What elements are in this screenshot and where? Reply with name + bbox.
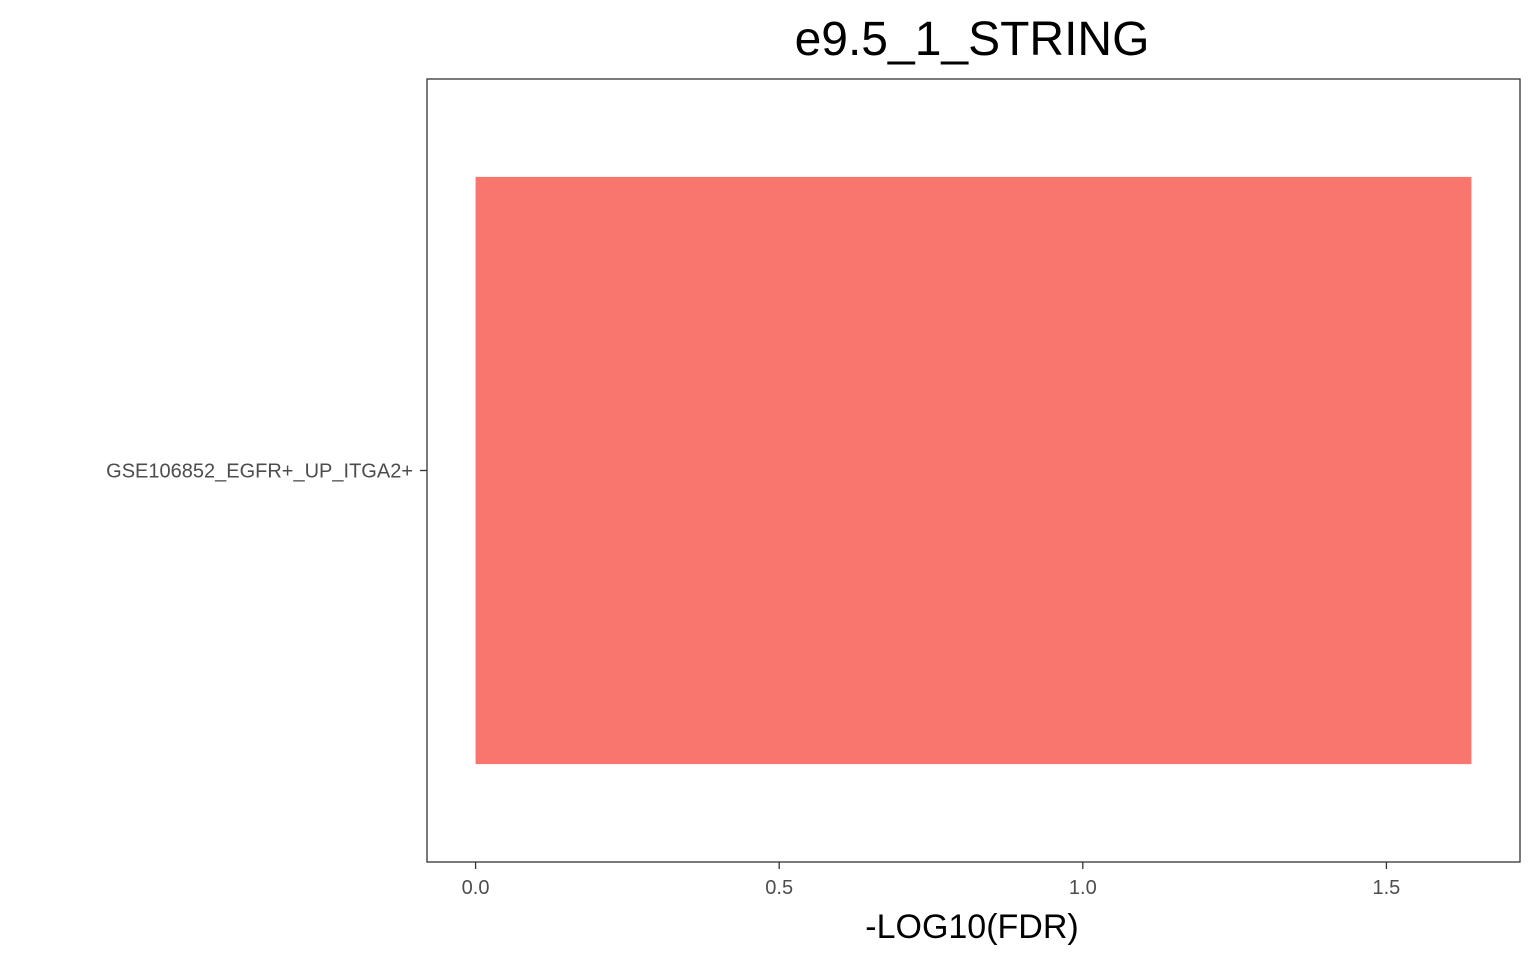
y-axis: GSE106852_EGFR+_UP_ITGA2+	[106, 461, 427, 483]
x-axis-title: -LOG10(FDR)	[865, 908, 1078, 946]
x-axis: 0.0 0.5 1.0 1.5	[462, 862, 1401, 899]
chart-title: e9.5_1_STRING	[795, 13, 1150, 66]
x-tick-label: 1.5	[1373, 877, 1401, 899]
x-tick-label: 0.0	[462, 877, 490, 899]
bar	[475, 176, 1472, 765]
y-tick-label: GSE106852_EGFR+_UP_ITGA2+	[106, 461, 413, 483]
x-tick-label: 0.5	[765, 877, 793, 899]
x-tick-label: 1.0	[1069, 877, 1097, 899]
bar-layer	[475, 176, 1472, 765]
